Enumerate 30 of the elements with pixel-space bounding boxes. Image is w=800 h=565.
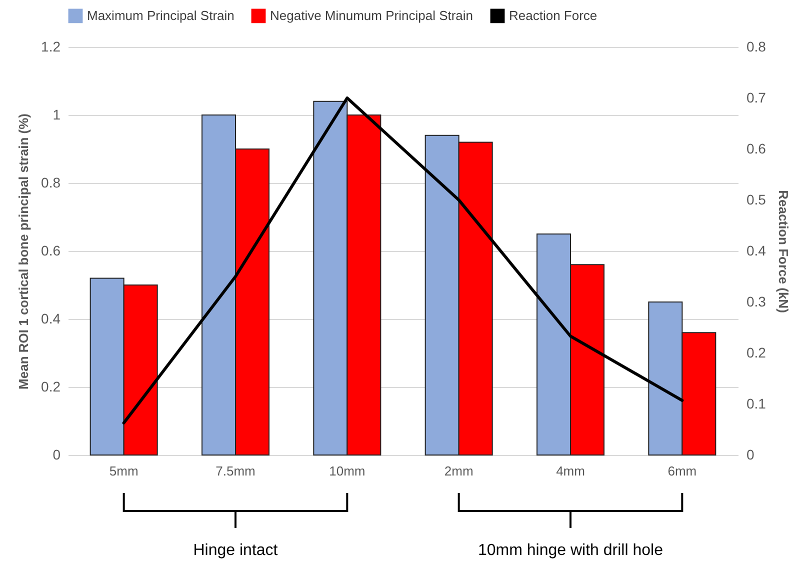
y2-tick-label: 0.8: [746, 38, 766, 54]
y2-tick-label: 0.1: [746, 396, 766, 412]
y-tick-label: 0.6: [41, 242, 61, 258]
text: Hinge intact: [193, 542, 278, 559]
y2-axis-title: Reaction Force (kN): [776, 190, 791, 313]
y-tick-label: 1: [52, 106, 61, 122]
y2-tick-label: 0.6: [746, 140, 766, 156]
legend-label: Maximum Principal Strain: [87, 8, 234, 23]
y-tick-label: 1.2: [41, 38, 61, 54]
y2-tick-label: 0.5: [746, 192, 766, 208]
y-tick-label: 0: [52, 446, 61, 462]
x-tick-label: 2mm: [444, 464, 474, 478]
text: 10mm hinge with drill hole: [478, 542, 664, 559]
x-tick-label: 7.5mm: [216, 464, 256, 478]
legend-label: Negative Minumum Principal Strain: [270, 8, 474, 23]
y2-tick-label: 0.4: [746, 242, 766, 258]
y2-tick-label: 0.2: [746, 344, 766, 360]
y2-tick-label: 0.7: [746, 90, 766, 106]
y2-tick-label: 0: [746, 446, 754, 462]
y-tick-label: 0.8: [41, 174, 61, 190]
x-tick-label: 6mm: [668, 464, 697, 478]
x-tick-label: 4mm: [556, 464, 585, 478]
y2-tick-label: 0.3: [746, 294, 766, 310]
legend-label: Reaction Force: [509, 8, 598, 23]
y-tick-label: 0.2: [41, 378, 61, 394]
line-series: [122, 96, 684, 424]
y-tick-label: 0.4: [41, 310, 61, 326]
x-tick-label: 10mm: [329, 464, 366, 478]
y-axis-title: Mean ROI 1 cortical bone principal strain (%): [16, 114, 32, 390]
x-tick-label: 5mm: [109, 464, 138, 478]
